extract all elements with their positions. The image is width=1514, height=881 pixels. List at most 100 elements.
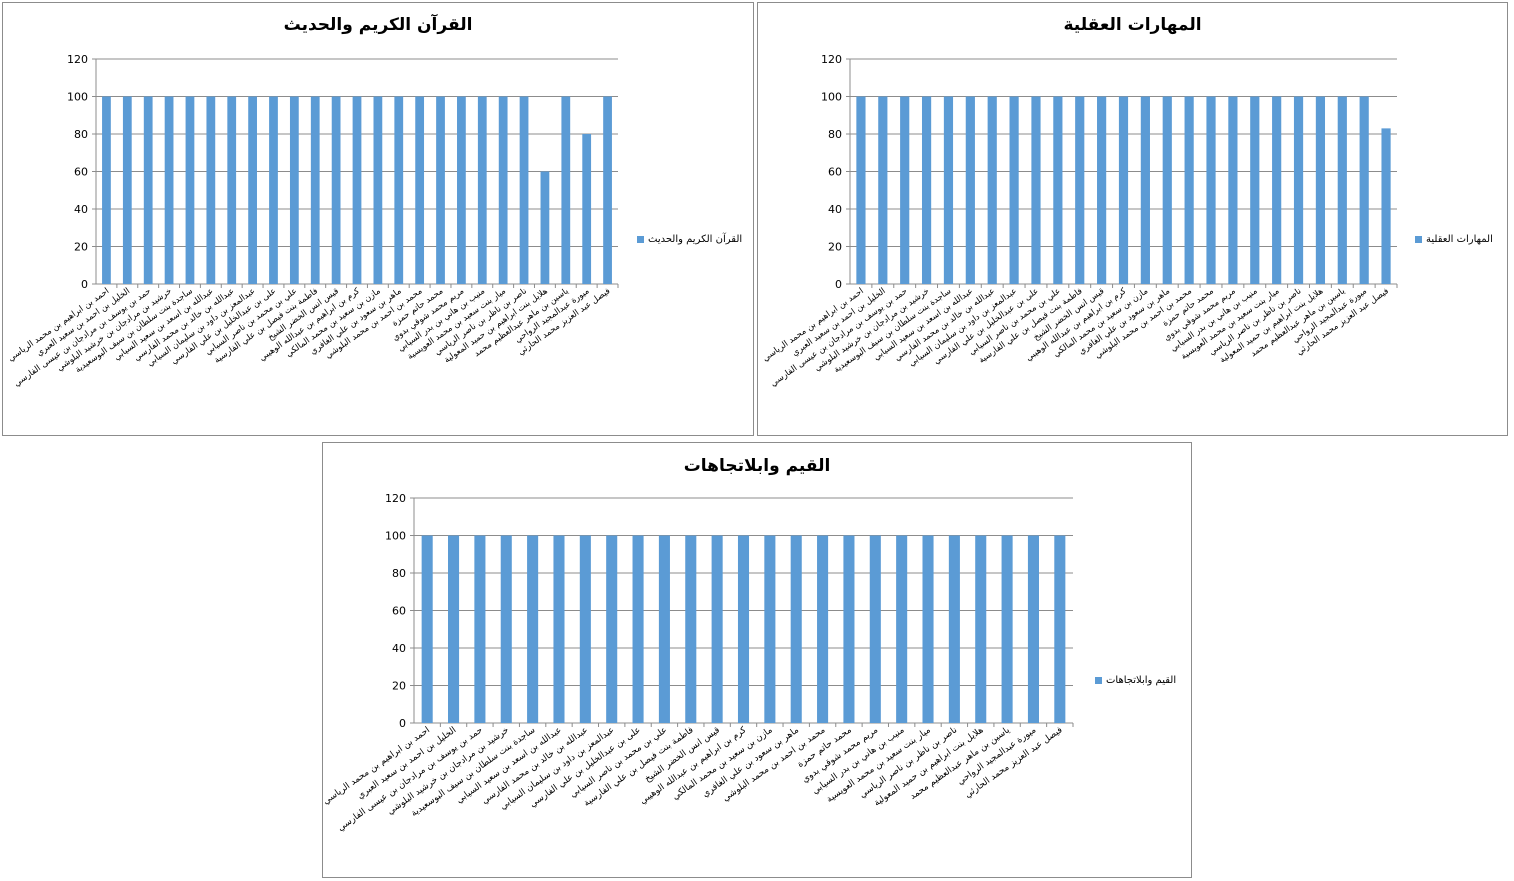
bar [122,96,132,284]
chart-title: القيم وابلاتجاهات [683,456,831,476]
bar [289,96,299,284]
y-tick-label: 0 [399,717,406,730]
bar [921,96,932,284]
legend-label: القيم وابلاتجاهات [1106,675,1177,686]
y-tick-label: 0 [835,278,842,291]
y-tick-label: 40 [74,203,88,216]
bar [975,535,987,723]
bar [206,96,216,284]
bar [394,96,404,284]
bar [540,171,550,284]
y-tick-label: 60 [74,166,88,179]
bar [1272,96,1282,284]
bar [143,96,153,284]
chart-values-attitudes: القيم وابلاتجاهات 0 20 40 60 80 100 120 احمد بن… [322,442,1192,878]
bar [1381,128,1391,284]
bar [1337,96,1347,284]
y-tick-label: 40 [392,642,406,655]
legend-swatch [637,236,644,243]
y-tick-label: 20 [828,241,842,254]
legend-swatch [1415,236,1422,243]
chart-mental-skills: المهارات العقلية 0 20 40 60 80 100 120 احمد بن … [757,2,1508,436]
bar [1228,96,1238,284]
y-tick-label: 100 [67,91,88,104]
bar [896,535,908,723]
bar [448,535,460,723]
bar [457,96,466,284]
bar [500,535,512,723]
bar [553,535,565,723]
bar [948,535,960,723]
y-tick-label: 20 [74,241,88,254]
bar [1162,96,1172,284]
legend-label: المهارات العقلية [1426,234,1493,245]
bar [764,535,776,723]
bar [1054,535,1066,723]
bar [1140,96,1150,284]
legend: القيم وابلاتجاهات [1095,675,1176,686]
chart-title: القرآن الكريم والحديث [283,15,473,35]
legend-label: القرآن الكريم والحديث [648,234,743,245]
y-tick-label: 60 [828,166,842,179]
y-tick-label: 0 [81,278,88,291]
bar [1031,96,1041,284]
bar [790,535,802,723]
bar [561,96,571,284]
chart-quran-hadith: القرآن الكريم والحديث 0 20 40 60 80 100 120 احم… [2,2,754,436]
bar [987,96,997,284]
bar [878,96,888,284]
bar [415,96,425,284]
y-tick-label: 60 [392,605,406,618]
legend-swatch [1095,677,1102,684]
bar [102,96,111,284]
bar [711,535,723,723]
bar [421,535,433,723]
bar [869,535,881,723]
bar [185,96,195,284]
bar [632,535,644,723]
bar [658,535,670,723]
y-tick-label: 20 [392,680,406,693]
bar [477,96,487,284]
bar [1097,96,1107,284]
bar [1118,96,1129,284]
bar [227,96,237,284]
bar [436,96,445,284]
bar [579,535,591,723]
bar [737,535,750,723]
bar [1359,96,1369,284]
bar [582,134,592,284]
bar [1206,96,1216,284]
bar [943,96,954,284]
bar [1250,96,1260,284]
bar [606,535,618,723]
y-tick-label: 80 [74,128,88,141]
bar [1009,96,1019,284]
bar [519,96,529,284]
y-tick-label: 120 [821,53,842,66]
y-tick-label: 100 [385,530,406,543]
bar [331,96,341,284]
bar [269,96,278,284]
bar [248,96,257,284]
bar [900,96,910,284]
bar [498,96,508,284]
bar [474,535,486,723]
y-tick-label: 80 [828,128,842,141]
bar [1001,535,1013,723]
y-tick-label: 120 [67,53,88,66]
bar [1315,96,1326,284]
bar [352,96,362,284]
bar [856,96,866,284]
y-tick-label: 80 [392,567,406,580]
bar [685,535,697,723]
bar [373,96,383,284]
bar [1293,96,1304,284]
bar [310,96,320,284]
bar [603,96,612,284]
bar [843,535,855,723]
y-tick-label: 100 [821,91,842,104]
